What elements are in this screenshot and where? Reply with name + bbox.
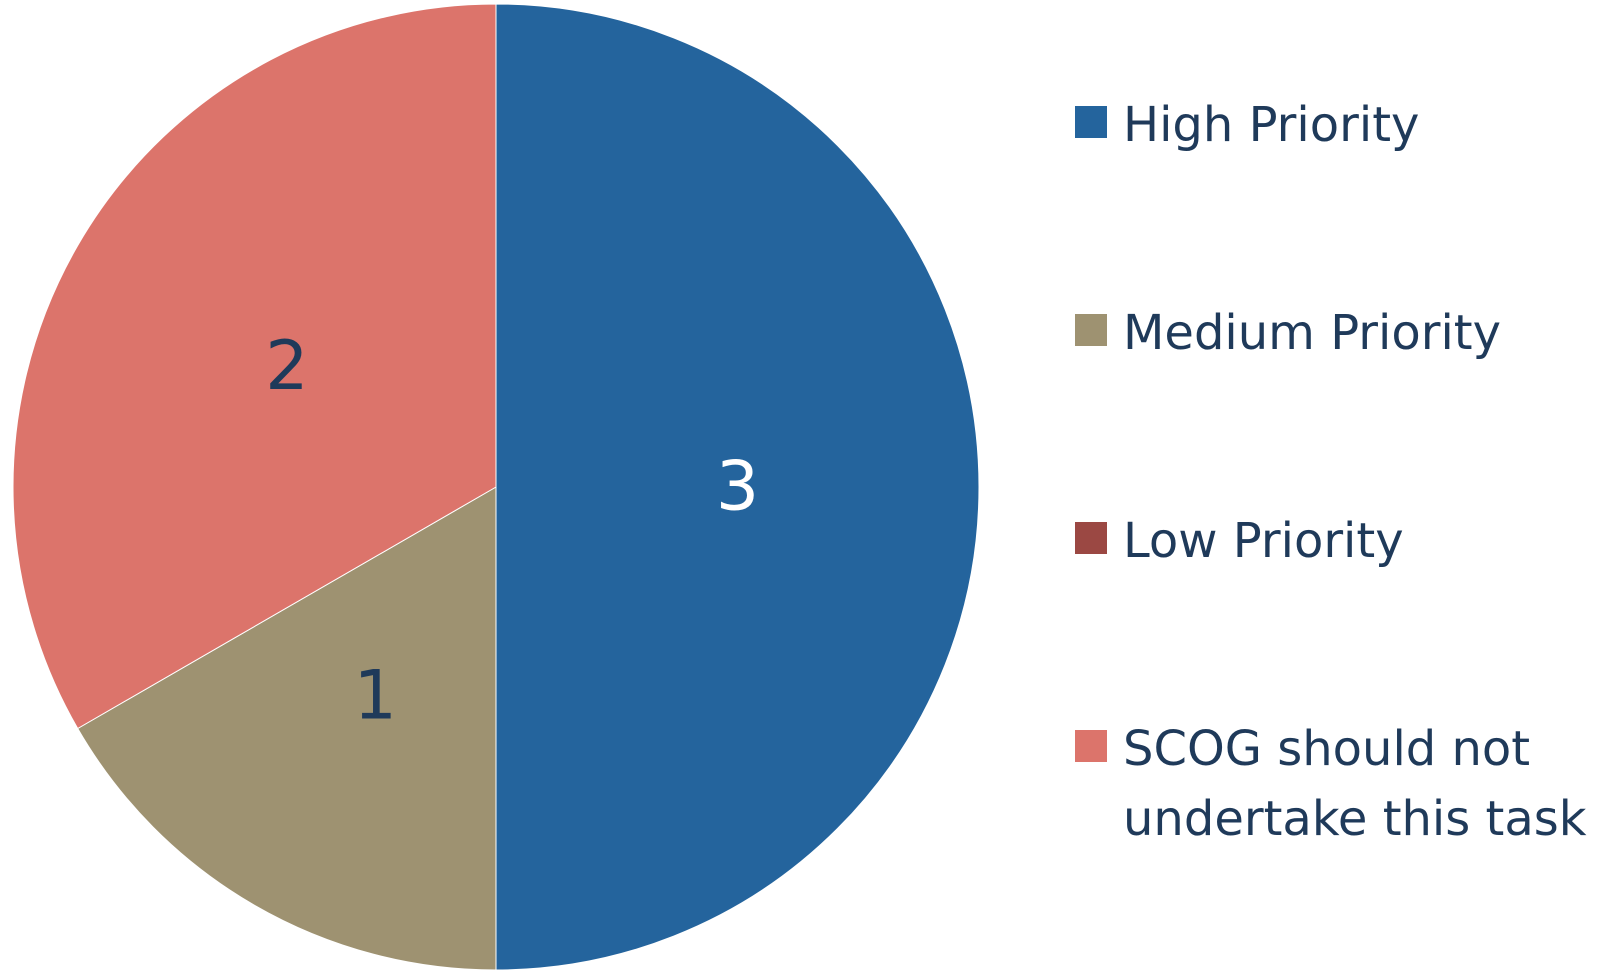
- legend-swatch-medium-priority: [1075, 314, 1107, 346]
- legend-label-scog-should-not-undertake: SCOG should not undertake this task: [1123, 721, 1587, 847]
- legend-item-high-priority: High Priority: [1075, 90, 1615, 160]
- legend-item-medium-priority: Medium Priority: [1075, 298, 1615, 368]
- pie-chart: 3 1 2: [12, 3, 980, 970]
- legend-item-scog-should-not-undertake: SCOG should not undertake this task: [1075, 714, 1615, 854]
- pie-data-label-high-priority: 3: [716, 448, 759, 527]
- legend-swatch-high-priority: [1075, 106, 1107, 138]
- legend-swatch-scog-should-not-undertake: [1075, 730, 1107, 762]
- legend-label-high-priority: High Priority: [1123, 97, 1420, 153]
- legend-item-low-priority: Low Priority: [1075, 506, 1615, 576]
- legend-label-low-priority: Low Priority: [1123, 513, 1404, 569]
- pie-data-label-scog-should-not-undertake-this-task: 2: [265, 327, 308, 406]
- pie-data-label-medium-priority: 1: [354, 657, 397, 736]
- pie-slice-medium-priority: [77, 486, 497, 970]
- legend: High Priority Medium Priority Low Priori…: [1075, 0, 1615, 970]
- pie-slice-high-priority: [495, 3, 980, 970]
- legend-swatch-low-priority: [1075, 522, 1107, 554]
- legend-label-medium-priority: Medium Priority: [1123, 305, 1502, 361]
- pie-slice-scog-should-not-undertake-this-task: [12, 3, 497, 730]
